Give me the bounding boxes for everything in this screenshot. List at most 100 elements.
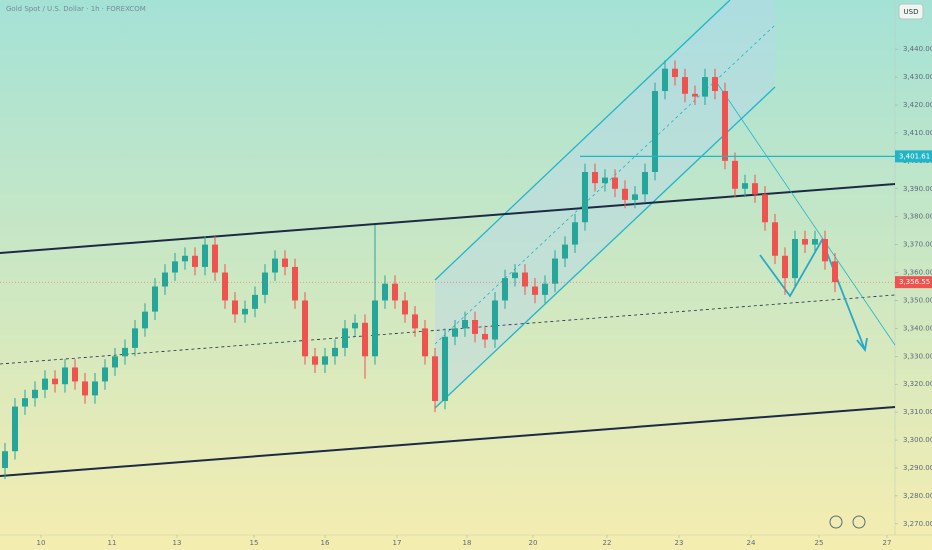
trend-down	[714, 79, 896, 346]
candle-body	[312, 356, 318, 365]
last-price-tag	[895, 276, 932, 289]
candle-body	[672, 68, 678, 78]
candle-body	[712, 77, 718, 92]
x-tick-label: 24	[747, 539, 756, 547]
candle-body	[682, 77, 688, 94]
candle-body	[612, 177, 618, 189]
x-tick-label: 11	[108, 539, 117, 547]
y-tick-label: 3,350.00	[903, 296, 932, 304]
alert-icon[interactable]	[829, 515, 843, 529]
candle-body	[322, 356, 328, 365]
candle-body	[652, 91, 658, 173]
candle-body	[152, 286, 158, 312]
arrow-head	[856, 337, 868, 353]
y-tick-label: 3,300.00	[903, 436, 932, 444]
y-tick-label: 3,430.00	[903, 73, 932, 81]
currency: USD	[904, 8, 919, 16]
candle-body	[352, 322, 358, 329]
price-level-tag	[895, 150, 932, 163]
candle-body	[582, 172, 588, 223]
y-tick-label: 3,280.00	[903, 492, 932, 500]
candle-body	[422, 328, 428, 357]
candle-body	[772, 222, 778, 256]
projection-arrow	[759, 237, 866, 351]
candle-body	[562, 244, 568, 259]
candle-body	[172, 261, 178, 273]
trend-upper	[0, 183, 896, 254]
candle-body	[72, 367, 78, 382]
candle-body	[492, 300, 498, 340]
candle-body	[502, 278, 508, 301]
y-tick-label: 3,290.00	[903, 464, 932, 472]
candle-body	[592, 172, 598, 184]
candle-body	[382, 283, 388, 301]
chart-title: Gold Spot / U.S. Dollar · 1h · FOREXCOM	[6, 5, 146, 13]
candle-body	[532, 286, 538, 295]
x-tick-label: 27	[883, 539, 892, 547]
candle-body	[22, 398, 28, 407]
y-tick-label: 3,310.00	[903, 408, 932, 416]
candle-body	[272, 258, 278, 273]
candle-body	[232, 300, 238, 315]
candle-body	[832, 261, 838, 283]
channel-fill	[435, 0, 775, 408]
candle-body	[242, 308, 248, 315]
x-tick-label: 25	[815, 539, 824, 547]
candle-body	[112, 356, 118, 368]
candle-body	[82, 381, 88, 396]
x-tick-label: 18	[463, 539, 472, 547]
candle-body	[212, 244, 218, 273]
y-tick-label: 3,370.00	[903, 241, 932, 249]
y-tick-label: 3,420.00	[903, 101, 932, 109]
candle-body	[742, 183, 748, 189]
x-tick-label: 22	[603, 539, 612, 547]
candle-body	[632, 194, 638, 200]
candle-body	[752, 183, 758, 195]
candle-body	[402, 300, 408, 315]
candle-body	[42, 378, 48, 390]
y-tick-label: 3,360.00	[903, 269, 932, 277]
currency-box[interactable]	[898, 3, 924, 20]
candle-body	[482, 333, 488, 340]
candle-body	[432, 356, 438, 401]
channel-upper	[434, 0, 731, 281]
candle-body	[452, 328, 458, 337]
candle-body	[442, 336, 448, 401]
candle-body	[252, 294, 258, 309]
candle-body	[222, 272, 228, 301]
y-tick-label: 3,330.00	[903, 352, 932, 360]
y-tick-label: 3,320.00	[903, 380, 932, 388]
candle-body	[2, 451, 8, 468]
candle-body	[162, 272, 168, 287]
candle-body	[802, 239, 808, 245]
y-tick-label: 3,390.00	[903, 185, 932, 193]
candle-body	[102, 367, 108, 382]
candle-body	[522, 272, 528, 287]
candle-body	[602, 177, 608, 184]
candle-body	[122, 347, 128, 357]
candle-body	[692, 93, 698, 97]
candle-body	[392, 283, 398, 301]
candle-body	[52, 378, 58, 385]
y-tick-label: 3,410.00	[903, 129, 932, 137]
candle-body	[182, 255, 188, 262]
candle-body	[412, 314, 418, 329]
channel-lower	[434, 86, 776, 409]
candle-body	[762, 194, 768, 223]
candle-body	[462, 319, 468, 329]
trend-lower	[0, 406, 896, 477]
candle-body	[812, 239, 818, 245]
candle-body	[542, 283, 548, 295]
candle-body	[302, 300, 308, 357]
price-level-label: 3,401.61	[899, 152, 930, 160]
candle-body	[572, 222, 578, 245]
last-price-label: 3,356.55	[899, 278, 930, 286]
x-tick-label: 10	[37, 539, 46, 547]
candle-body	[262, 272, 268, 295]
candle-body	[372, 300, 378, 357]
candle-body	[142, 311, 148, 329]
settings-icon[interactable]	[852, 515, 866, 529]
x-tick-label: 23	[675, 539, 684, 547]
